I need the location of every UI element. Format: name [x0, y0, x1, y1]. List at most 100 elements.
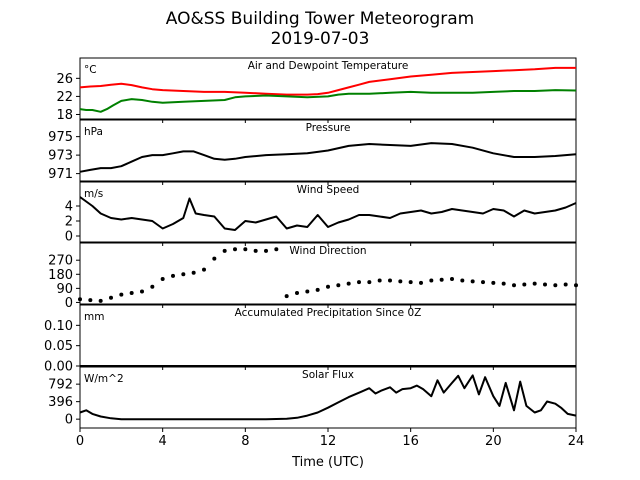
- x-tick-label: 4: [159, 434, 167, 449]
- series-point: [398, 279, 403, 284]
- panel-title: Solar Flux: [302, 369, 354, 381]
- series-point: [140, 289, 144, 294]
- panel-unit-label: W/m^2: [84, 373, 124, 385]
- series-point: [315, 287, 320, 292]
- series-point: [222, 248, 227, 253]
- series-point: [491, 280, 496, 285]
- series-point: [191, 270, 196, 275]
- figure-title: AO&SS Building Tower Meteorogram: [166, 9, 474, 29]
- y-tick-label: 792: [48, 378, 73, 393]
- series-point: [408, 280, 413, 285]
- series-point: [336, 283, 341, 288]
- panel-2: 024 Wind Speed m/s: [65, 181, 577, 246]
- series-point: [326, 284, 330, 289]
- series-point: [119, 292, 124, 297]
- y-tick-label: 180: [48, 268, 73, 283]
- x-tick-label: 24: [568, 434, 585, 449]
- panel-unit-label: m/s: [84, 188, 103, 200]
- series-point: [439, 277, 444, 282]
- y-tick-label: 90: [56, 282, 73, 297]
- panel-title: Wind Direction: [289, 245, 366, 257]
- panel-title: Pressure: [306, 122, 351, 134]
- series-line-0: [79, 196, 577, 231]
- series-point: [295, 291, 299, 296]
- series-point: [429, 278, 434, 283]
- series-point: [501, 281, 506, 286]
- y-tick-label: 0: [65, 230, 73, 245]
- y-tick-label: 973: [48, 149, 73, 164]
- series-point: [243, 247, 248, 252]
- series-point: [553, 283, 558, 288]
- x-axis: 0 4 8 12 16 20 24: [76, 434, 584, 449]
- y-tick-label: 2: [65, 215, 73, 230]
- x-tick-label: 16: [402, 434, 419, 449]
- series-point: [212, 256, 217, 261]
- series-line-0: [79, 66, 576, 96]
- x-tick-label: 12: [320, 434, 337, 449]
- series-point: [470, 279, 475, 284]
- series-point: [284, 294, 289, 299]
- y-tick-label: 0.10: [44, 319, 73, 334]
- series-point: [160, 276, 165, 281]
- series-line-0: [79, 142, 577, 173]
- y-tick-label: 975: [48, 130, 73, 145]
- y-tick-label: 22: [56, 90, 73, 105]
- series-point: [377, 278, 382, 283]
- x-tick-label: 8: [241, 434, 249, 449]
- series-point: [98, 298, 103, 303]
- series-point: [171, 273, 175, 278]
- x-tick-label: 20: [485, 434, 502, 449]
- panel-title: Air and Dewpoint Temperature: [248, 60, 409, 72]
- panel-4: 0.00 0.05 0.10 Accumulated Precipitation Si…: [44, 304, 577, 375]
- y-tick-label: 0.00: [44, 360, 73, 375]
- x-tick-label: 0: [76, 434, 84, 449]
- series-line-1: [79, 89, 577, 113]
- series-point: [481, 280, 485, 285]
- y-tick-label: 270: [48, 254, 73, 269]
- panel-0: 18 22 26 Air and Dewpoint Temperature °C: [56, 57, 577, 123]
- series-point: [129, 291, 134, 296]
- series-point: [233, 247, 237, 252]
- series-point: [512, 283, 516, 288]
- series-point: [460, 278, 465, 283]
- series-point: [305, 289, 310, 294]
- panel-unit-label: mm: [84, 311, 104, 323]
- panel-1: 971 973 975 Pressure hPa: [48, 119, 577, 185]
- series-point: [274, 247, 279, 252]
- panel-unit-label: hPa: [84, 126, 103, 138]
- series-point: [150, 284, 155, 289]
- series-point: [532, 281, 537, 286]
- series-line-0: [79, 374, 577, 421]
- panel-title: Accumulated Precipitation Since 0Z: [235, 307, 422, 319]
- series-point: [543, 282, 547, 287]
- series-point: [563, 282, 568, 287]
- series-point: [388, 278, 392, 283]
- y-tick-label: 18: [56, 108, 73, 123]
- x-axis-label: Time (UTC): [291, 455, 364, 470]
- y-tick-label: 26: [56, 72, 73, 87]
- y-tick-label: 0: [65, 413, 73, 428]
- series-point: [450, 276, 454, 281]
- y-tick-label: 0.05: [44, 339, 73, 354]
- series-point: [419, 280, 423, 285]
- panel-title: Wind Speed: [297, 184, 360, 196]
- series-point: [109, 295, 113, 300]
- series-point: [78, 297, 82, 302]
- y-tick-label: 396: [48, 395, 73, 410]
- panel-5: 0 396 792 Solar Flux W/m^2: [48, 366, 577, 432]
- series-point: [264, 248, 268, 253]
- series-point: [202, 267, 206, 272]
- y-tick-label: 971: [48, 167, 73, 182]
- series-point: [88, 298, 93, 303]
- series-point: [253, 248, 258, 253]
- series-point: [574, 283, 578, 288]
- figure-subtitle: 2019-07-03: [271, 29, 370, 49]
- panel-unit-label: °C: [84, 64, 97, 76]
- series-point: [367, 280, 372, 285]
- y-tick-label: 4: [65, 200, 73, 215]
- series-point: [181, 272, 186, 277]
- series-point: [522, 282, 527, 287]
